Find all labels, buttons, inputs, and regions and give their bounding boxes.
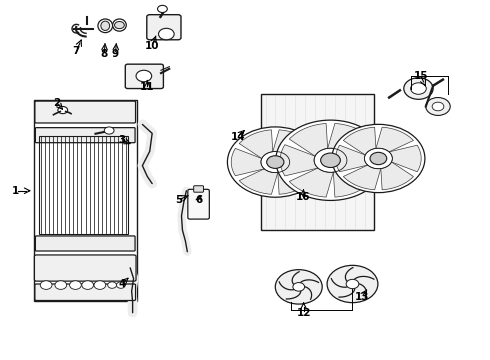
Text: 7: 7 — [73, 46, 80, 56]
FancyBboxPatch shape — [194, 186, 203, 192]
FancyBboxPatch shape — [188, 189, 209, 219]
Circle shape — [404, 78, 433, 99]
Text: 10: 10 — [145, 41, 159, 50]
Circle shape — [117, 282, 125, 288]
FancyBboxPatch shape — [35, 128, 135, 143]
Circle shape — [94, 281, 106, 289]
Text: 13: 13 — [355, 292, 369, 302]
Text: 6: 6 — [196, 195, 203, 205]
Polygon shape — [343, 127, 376, 155]
Circle shape — [426, 98, 450, 116]
Circle shape — [275, 270, 322, 304]
FancyBboxPatch shape — [35, 236, 135, 251]
FancyBboxPatch shape — [35, 101, 136, 123]
Circle shape — [370, 152, 387, 165]
Circle shape — [58, 107, 68, 114]
Polygon shape — [280, 145, 318, 176]
Text: 1: 1 — [12, 186, 19, 196]
Circle shape — [327, 265, 378, 303]
Circle shape — [276, 120, 385, 201]
Polygon shape — [381, 162, 414, 190]
Text: 11: 11 — [140, 82, 154, 92]
Circle shape — [411, 83, 426, 94]
Circle shape — [82, 281, 94, 289]
Ellipse shape — [113, 19, 126, 31]
Ellipse shape — [101, 21, 110, 31]
Polygon shape — [289, 123, 328, 156]
Circle shape — [159, 28, 174, 40]
Polygon shape — [278, 166, 311, 194]
Text: 12: 12 — [296, 308, 311, 318]
Bar — [34, 100, 137, 301]
Text: 15: 15 — [414, 71, 428, 81]
Polygon shape — [289, 168, 333, 197]
Polygon shape — [333, 165, 372, 197]
Circle shape — [104, 127, 114, 134]
Polygon shape — [376, 127, 414, 152]
FancyBboxPatch shape — [35, 284, 136, 301]
Circle shape — [320, 153, 341, 167]
Circle shape — [432, 102, 444, 111]
Polygon shape — [343, 145, 381, 176]
Polygon shape — [389, 145, 421, 172]
Circle shape — [346, 279, 359, 289]
Text: 5: 5 — [175, 195, 183, 205]
Text: 3: 3 — [118, 135, 125, 145]
Text: 4: 4 — [118, 279, 125, 289]
Circle shape — [115, 22, 124, 29]
Text: 16: 16 — [295, 192, 310, 202]
FancyBboxPatch shape — [34, 255, 136, 281]
FancyBboxPatch shape — [125, 64, 163, 89]
Text: 8: 8 — [100, 49, 108, 59]
Polygon shape — [328, 123, 372, 153]
Circle shape — [227, 127, 323, 197]
Ellipse shape — [98, 19, 113, 33]
Bar — [39, 135, 128, 234]
Polygon shape — [239, 130, 273, 158]
Polygon shape — [231, 148, 264, 176]
Text: 9: 9 — [112, 49, 119, 59]
Polygon shape — [261, 94, 374, 230]
Polygon shape — [343, 165, 381, 190]
Circle shape — [293, 283, 305, 291]
Circle shape — [70, 281, 81, 289]
Text: 2: 2 — [53, 98, 60, 108]
Circle shape — [136, 70, 152, 82]
Circle shape — [55, 281, 67, 289]
FancyBboxPatch shape — [147, 15, 181, 40]
Polygon shape — [336, 145, 368, 172]
Circle shape — [108, 282, 117, 288]
Text: 14: 14 — [230, 132, 245, 142]
Circle shape — [267, 156, 284, 168]
Polygon shape — [286, 148, 319, 176]
Circle shape — [332, 124, 425, 193]
Circle shape — [158, 5, 167, 13]
Polygon shape — [273, 130, 311, 155]
Circle shape — [40, 281, 52, 289]
Polygon shape — [239, 169, 278, 194]
